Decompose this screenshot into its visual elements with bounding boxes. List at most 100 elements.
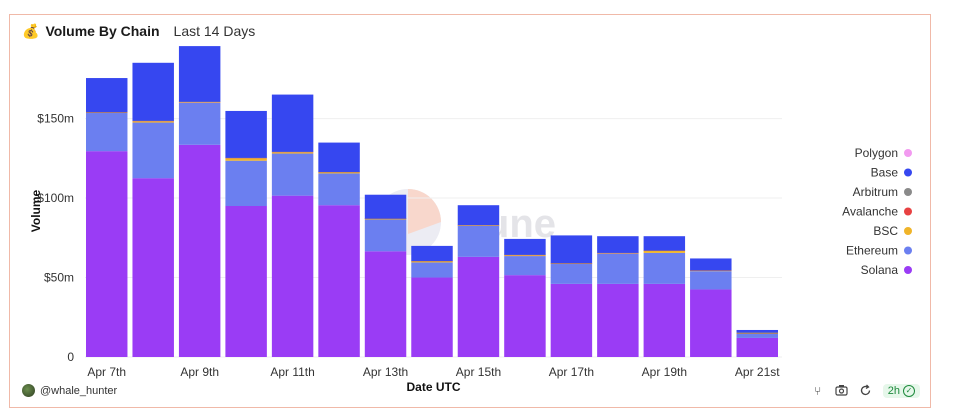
bar-segment[interactable] [364,218,407,220]
footer-author[interactable]: @whale_hunter [22,384,117,397]
bar-chart: Dune 0$50m$100m$150m Apr 7th Apr 9th Apr 1… [29,46,912,394]
bar-segment[interactable] [457,205,500,226]
bar-segment[interactable] [411,277,453,357]
bar-segment[interactable] [411,261,453,263]
bar-segment[interactable] [736,329,778,333]
bar-segment[interactable] [597,253,639,284]
bar-segment[interactable] [457,256,500,357]
legend-swatch [904,246,912,255]
legend-swatch [904,227,912,235]
bar-segment[interactable] [411,262,453,278]
bar-segment[interactable] [271,153,314,196]
bar-segment[interactable] [271,152,314,154]
bar-segment[interactable] [597,252,639,254]
bar-segment[interactable] [364,194,407,219]
bar-segment[interactable] [643,252,686,284]
x-axis-title: Date UTC [406,380,460,394]
bar-segment[interactable] [550,235,593,264]
bar-segment[interactable] [132,178,174,357]
bar-segment[interactable] [597,253,639,254]
bar-segment[interactable] [643,236,686,251]
legend-item[interactable]: Solana [861,263,912,277]
legend-swatch [904,149,912,157]
bar-segment[interactable] [86,78,128,113]
bar-segment[interactable] [318,171,360,173]
legend-item[interactable]: Arbitrum [853,185,912,199]
bar-segment[interactable] [504,255,546,257]
bar-segment[interactable] [318,172,360,174]
bar-segment[interactable] [178,46,221,102]
bar-segment[interactable] [364,218,407,219]
bar-segment[interactable] [504,254,546,256]
bar-segment[interactable] [411,260,453,262]
bar-segment[interactable] [550,264,593,284]
bar-segment[interactable] [550,262,593,264]
bar-segment[interactable] [690,270,732,272]
x-tick-label: Apr 21st [735,365,780,379]
camera-icon[interactable] [835,384,849,398]
bar-segment[interactable] [178,102,221,103]
bar-segment[interactable] [225,158,267,161]
bar-segment[interactable] [318,142,360,172]
bar-segment[interactable] [643,250,686,253]
bar-segment[interactable] [271,195,314,357]
bar-segment[interactable] [736,337,778,357]
legend-item[interactable]: Polygon [855,146,912,160]
bar-segment[interactable] [643,250,686,251]
bar-segment[interactable] [364,251,407,357]
x-tick-label: Apr 17th [549,365,594,379]
bar-segment[interactable] [318,205,360,357]
bar-segment[interactable] [225,160,267,206]
bar-segment[interactable] [736,332,778,334]
bar-segment[interactable] [225,206,267,357]
bar-segment[interactable] [457,224,500,226]
bar-segment[interactable] [690,270,732,271]
author-name[interactable]: @whale_hunter [40,384,118,397]
bar-segment[interactable] [271,151,314,153]
bar-segment[interactable] [271,94,314,152]
bar-segment[interactable] [86,111,128,113]
refresh-badge[interactable]: 2h ✓ [882,384,920,398]
bar-segment[interactable] [597,283,639,357]
legend-item[interactable]: Avalanche [842,205,912,219]
bar-segment[interactable] [690,289,732,357]
legend-label: Ethereum [846,244,898,258]
refresh-icon[interactable] [859,384,873,398]
bar-segment[interactable] [411,245,453,261]
bar-segment[interactable] [597,236,639,253]
bar-segment[interactable] [86,113,128,152]
bar-segment[interactable] [690,258,732,271]
legend-item[interactable]: Base [871,166,912,180]
bar-stack [457,205,500,357]
fork-icon[interactable]: ⑂ [814,384,822,398]
bar-segment[interactable] [643,283,686,357]
bar-segment[interactable] [690,271,732,290]
bar-segment[interactable] [132,122,174,179]
bar-segment[interactable] [457,225,500,226]
legend-item[interactable]: BSC [873,224,912,238]
bar-segment[interactable] [457,225,500,257]
bar-segment[interactable] [178,101,221,103]
bar-segment[interactable] [504,275,546,357]
bar-segment[interactable] [318,173,360,206]
bar-segment[interactable] [178,102,221,145]
y-axis: 0 $50m $100m $150m [37,112,74,364]
bar-segment[interactable] [132,120,174,122]
bar-segment[interactable] [504,238,546,255]
bar-stack [643,236,686,357]
bar-segment[interactable] [86,151,128,357]
legend-item[interactable]: Ethereum [846,244,912,258]
bar-segment[interactable] [550,263,593,265]
bar-segment[interactable] [736,333,778,338]
bar-segment[interactable] [132,62,174,121]
bar-segment[interactable] [132,121,174,123]
bar-segment[interactable] [225,157,267,159]
legend: Polygon Base Arbitrum Avalanche BSC Ethereum S… [842,146,912,277]
bar-segment[interactable] [504,256,546,276]
bar-segment[interactable] [364,219,407,252]
bar-segment[interactable] [86,112,128,114]
bar-segment[interactable] [550,283,593,357]
x-tick-label: Apr 15th [456,365,501,379]
bar-segment[interactable] [225,110,267,158]
bar-segment[interactable] [178,144,221,357]
